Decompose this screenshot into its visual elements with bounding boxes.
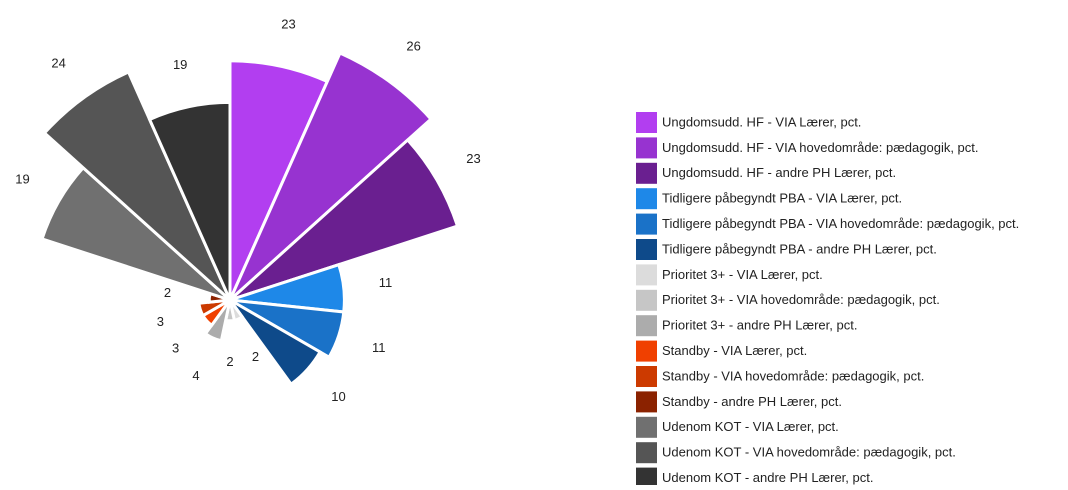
legend-label: Ungdomsudd. HF - VIA Lærer, pct. xyxy=(662,114,861,129)
data-label: 23 xyxy=(281,16,295,31)
legend-label: Tidligere påbegyndt PBA - VIA Lærer, pct… xyxy=(662,191,902,206)
wedge xyxy=(197,298,231,318)
legend-swatch xyxy=(636,137,657,159)
data-label: 11 xyxy=(372,340,386,355)
legend-swatch xyxy=(636,188,657,210)
legend-label: Prioritet 3+ - VIA Lærer, pct. xyxy=(662,267,823,282)
legend-label: Prioritet 3+ - andre PH Lærer, pct. xyxy=(662,318,857,333)
data-label: 26 xyxy=(406,39,420,54)
legend-label: Tidligere påbegyndt PBA - VIA hovedområd… xyxy=(662,216,1019,231)
data-label: 10 xyxy=(331,389,345,404)
legend-swatch xyxy=(636,416,657,438)
legend-swatch xyxy=(636,467,657,489)
legend-label: Ungdomsudd. HF - VIA hovedområde: pædago… xyxy=(662,140,979,155)
data-label: 11 xyxy=(379,275,393,290)
wedge xyxy=(229,298,346,360)
data-label: 24 xyxy=(51,56,65,71)
data-label: 4 xyxy=(192,368,199,383)
data-label: 3 xyxy=(172,340,179,355)
legend-swatch xyxy=(636,289,657,311)
legend-label: Standby - VIA hovedområde: pædagogik, pc… xyxy=(662,368,924,383)
wedge xyxy=(228,50,434,302)
legend-label: Standby - VIA Lærer, pct. xyxy=(662,343,807,358)
data-label: 19 xyxy=(15,172,29,187)
data-label: 23 xyxy=(466,151,480,166)
legend-label: Standby - andre PH Lærer, pct. xyxy=(662,394,842,409)
wedge xyxy=(228,298,323,387)
legend-label: Udenom KOT - VIA Lærer, pct. xyxy=(662,419,839,434)
legend-swatch xyxy=(636,162,657,184)
legend-swatch xyxy=(636,315,657,337)
data-label: 2 xyxy=(226,354,233,369)
data-label: 2 xyxy=(252,349,259,364)
legend-label: Udenom KOT - VIA hovedområde: pædagogik,… xyxy=(662,445,956,460)
wedge xyxy=(147,100,232,301)
data-label: 19 xyxy=(173,57,187,72)
legend-swatch xyxy=(636,264,657,286)
legend-label: Tidligere påbegyndt PBA - andre PH Lærer… xyxy=(662,241,937,256)
data-label: 3 xyxy=(157,314,164,329)
legend-swatch xyxy=(636,340,657,362)
legend-label: Prioritet 3+ - VIA hovedområde: pædagogi… xyxy=(662,292,940,307)
legend-swatch xyxy=(636,366,657,387)
data-label: 2 xyxy=(164,285,171,300)
wedge xyxy=(228,137,460,302)
legend-label: Udenom KOT - andre PH Lærer, pct. xyxy=(662,470,873,485)
legend-swatch xyxy=(636,391,657,413)
wedge xyxy=(42,69,232,302)
legend-swatch xyxy=(636,239,657,260)
legend-swatch xyxy=(636,112,657,133)
legend-swatch xyxy=(636,213,657,235)
legend-swatch xyxy=(636,442,657,464)
legend-label: Ungdomsudd. HF - andre PH Lærer, pct. xyxy=(662,165,896,180)
